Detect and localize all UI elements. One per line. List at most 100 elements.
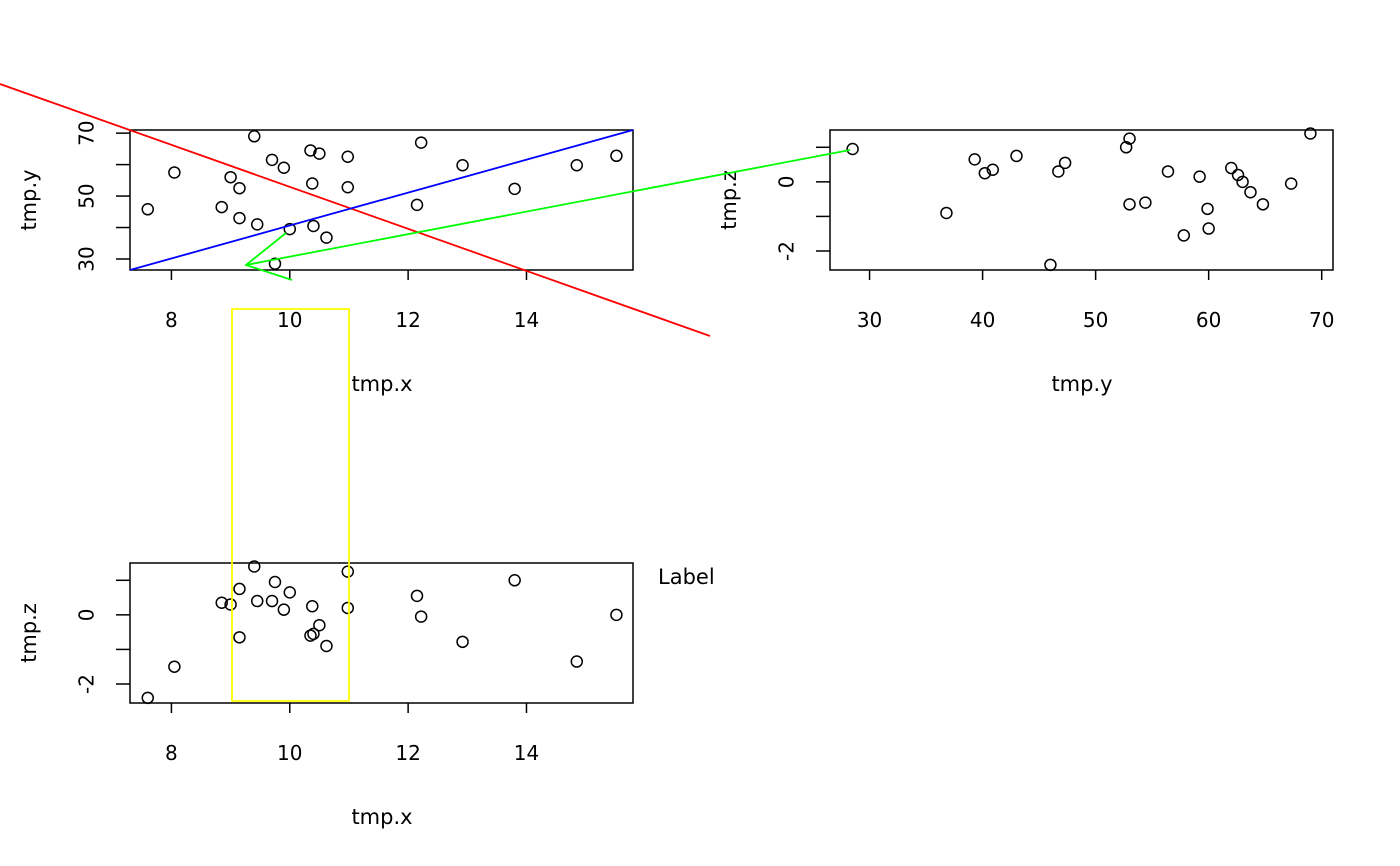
x-tick-label: 50 xyxy=(1083,308,1108,332)
data-point xyxy=(456,158,469,172)
data-point xyxy=(410,589,424,603)
data-point xyxy=(846,142,859,156)
y-tick-label: 50 xyxy=(75,183,99,208)
data-point xyxy=(224,170,237,184)
data-point xyxy=(978,166,992,180)
data-point xyxy=(1177,229,1191,242)
data-point xyxy=(141,203,155,216)
data-point xyxy=(341,601,355,615)
data-point xyxy=(168,660,181,673)
data-point xyxy=(1123,132,1136,145)
data-point xyxy=(1284,177,1298,190)
x-tick-label: 10 xyxy=(277,741,302,765)
data-point xyxy=(233,582,246,596)
data-point xyxy=(1010,149,1023,163)
data-point xyxy=(456,635,469,649)
green-arrow-line xyxy=(244,149,851,281)
data-point xyxy=(1225,161,1238,175)
data-point xyxy=(250,218,264,231)
y-axis-title: tmp.z xyxy=(717,170,741,230)
overlay-layer: Label xyxy=(0,83,851,702)
data-point xyxy=(268,575,282,589)
x-tick-label: 12 xyxy=(395,741,420,765)
data-point xyxy=(1139,196,1152,209)
data-point xyxy=(265,153,279,167)
data-point xyxy=(1123,198,1136,211)
data-point xyxy=(313,147,326,160)
y-axis-title: tmp.y xyxy=(17,169,41,230)
data-point xyxy=(940,206,953,220)
x-tick-label: 14 xyxy=(514,741,539,765)
x-tick-label: 40 xyxy=(970,308,995,332)
data-point xyxy=(1304,127,1317,140)
yellow-highlight-rect xyxy=(231,308,350,702)
data-point xyxy=(304,144,317,157)
data-point xyxy=(233,211,246,225)
data-point xyxy=(1044,258,1057,272)
data-point xyxy=(570,158,584,172)
data-point xyxy=(233,181,246,195)
x-tick-label: 60 xyxy=(1196,308,1221,332)
data-point xyxy=(277,603,291,616)
plots-layer: 8 10 12 14 30 50 70 tmp.x tmp.y 30 40 50 60 70 -2 0 tmp.… xyxy=(17,120,1334,829)
data-point xyxy=(570,655,584,668)
y-tick-label: 0 xyxy=(775,175,799,188)
y-tick-label: 30 xyxy=(75,246,99,271)
x-tick-label: 8 xyxy=(165,308,178,332)
plot-frame xyxy=(129,562,634,704)
data-point xyxy=(968,153,981,166)
data-point xyxy=(248,130,261,143)
data-point xyxy=(341,181,355,194)
data-point xyxy=(320,231,333,244)
data-point xyxy=(414,136,428,149)
data-point xyxy=(341,150,355,163)
data-point xyxy=(306,599,319,613)
x-tick-label: 30 xyxy=(857,308,882,332)
y-axis-title: tmp.z xyxy=(17,603,41,663)
data-point xyxy=(265,594,279,608)
data-point xyxy=(1193,170,1206,183)
y-tick-label: -2 xyxy=(75,674,99,694)
data-point xyxy=(1202,222,1215,235)
data-point xyxy=(1256,198,1270,211)
panel-1: 8 10 12 14 30 50 70 tmp.x tmp.y xyxy=(17,120,634,396)
plot-frame xyxy=(829,129,1334,271)
data-point xyxy=(508,574,521,587)
plot-frame xyxy=(129,129,634,271)
data-point xyxy=(1244,185,1257,199)
x-tick-label: 8 xyxy=(165,741,178,765)
data-point xyxy=(250,594,264,608)
data-point xyxy=(168,166,181,179)
data-point xyxy=(248,560,261,573)
y-tick-label: -2 xyxy=(775,241,799,261)
data-point xyxy=(508,182,521,196)
data-point xyxy=(610,608,623,622)
data-point xyxy=(307,219,320,233)
x-tick-label: 14 xyxy=(514,308,539,332)
data-point xyxy=(410,198,424,212)
margin-text-label: Label xyxy=(658,565,715,589)
panel-3: 8 10 12 14 -2 0 tmp.x tmp.z xyxy=(17,560,634,829)
data-point xyxy=(610,149,623,163)
data-point xyxy=(341,565,355,578)
data-point xyxy=(141,691,155,705)
data-point xyxy=(283,222,297,236)
data-point xyxy=(224,598,237,611)
x-tick-label: 70 xyxy=(1309,308,1334,332)
data-point xyxy=(1119,141,1133,154)
y-tick-label: 70 xyxy=(75,120,99,145)
panel-2: 30 40 50 60 70 -2 0 tmp.y tmp.z xyxy=(717,127,1334,396)
data-point xyxy=(306,177,319,190)
data-point xyxy=(215,200,228,214)
data-point xyxy=(283,586,297,599)
data-point xyxy=(986,163,1000,177)
data-point xyxy=(320,639,333,653)
x-tick-label: 10 xyxy=(277,308,302,332)
data-point xyxy=(1058,156,1072,170)
data-point xyxy=(1052,165,1065,178)
x-axis-title: tmp.x xyxy=(351,372,412,396)
data-point xyxy=(1236,175,1249,189)
data-point xyxy=(1201,202,1214,216)
x-axis-title: tmp.y xyxy=(1051,372,1112,396)
